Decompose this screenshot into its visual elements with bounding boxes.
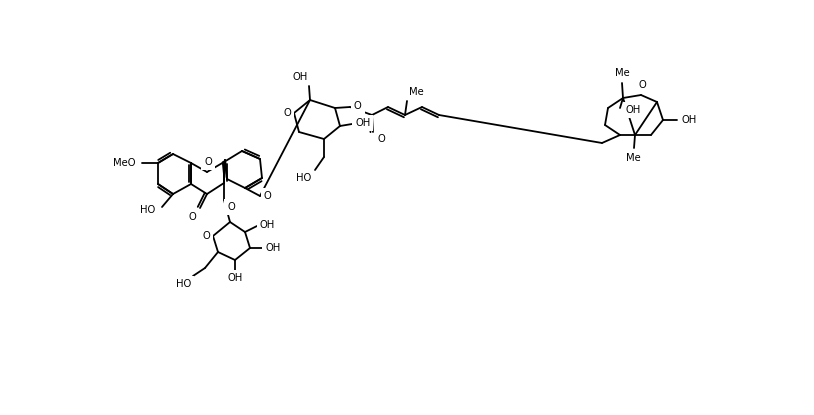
Text: Me: Me xyxy=(626,153,641,163)
Text: OH: OH xyxy=(355,118,370,128)
Text: OH: OH xyxy=(265,243,280,253)
Text: OH: OH xyxy=(293,72,308,82)
Text: HO: HO xyxy=(140,205,155,215)
Text: OH: OH xyxy=(626,105,641,115)
Text: Me: Me xyxy=(409,87,424,97)
Text: OH: OH xyxy=(681,115,696,125)
Text: O: O xyxy=(204,157,212,167)
Text: O: O xyxy=(354,101,361,111)
Text: OH: OH xyxy=(227,273,243,283)
Text: O: O xyxy=(227,202,234,212)
Text: OH: OH xyxy=(260,220,275,230)
Text: Me: Me xyxy=(615,68,629,78)
Text: HO: HO xyxy=(295,173,311,183)
Text: HO: HO xyxy=(176,279,191,289)
Text: O: O xyxy=(264,191,272,201)
Text: O: O xyxy=(638,80,646,90)
Text: O: O xyxy=(377,134,385,144)
Text: O: O xyxy=(283,108,291,118)
Text: O: O xyxy=(202,231,210,241)
Text: MeO: MeO xyxy=(113,158,136,168)
Text: O: O xyxy=(188,212,196,222)
